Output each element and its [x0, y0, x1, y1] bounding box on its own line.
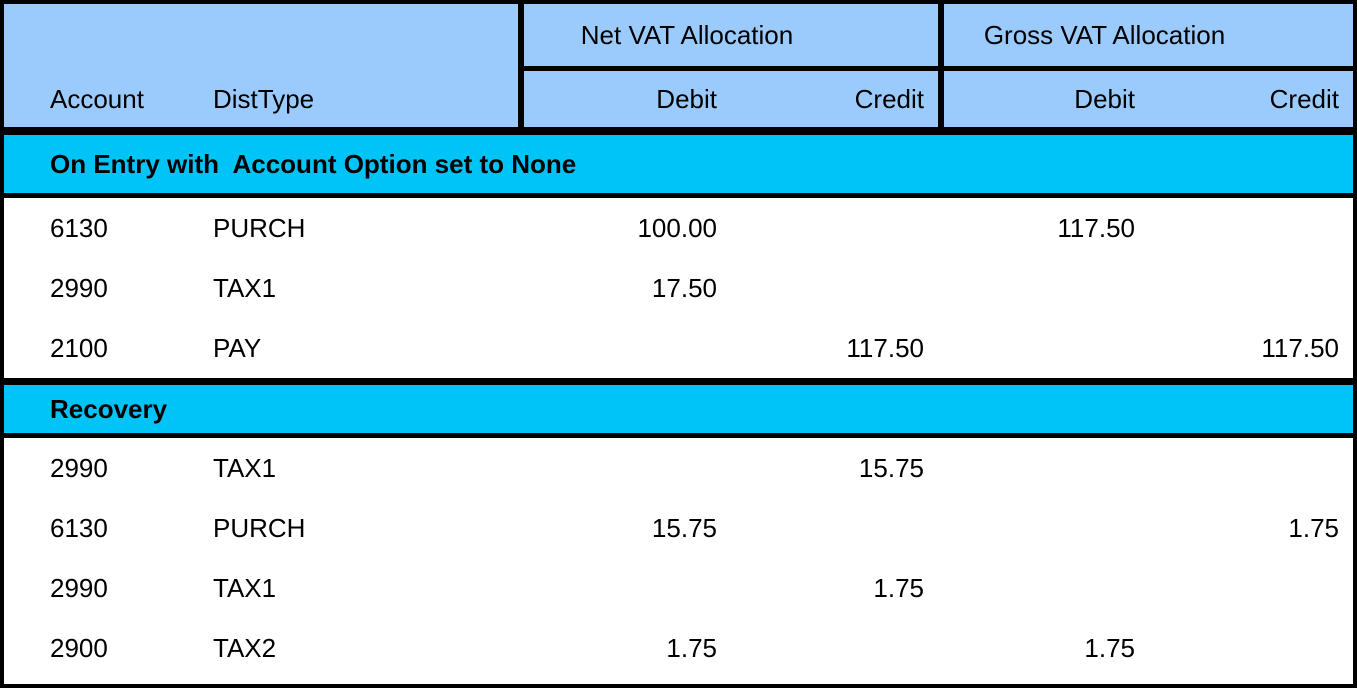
gross-debit-cell: 117.50 [1057, 212, 1135, 243]
net-group-underline [524, 66, 938, 71]
gross-credit-label: Credit [1269, 83, 1339, 114]
section-header-recovery: Recovery [4, 378, 1353, 438]
disttype-cell: TAX2 [213, 632, 277, 663]
table-row: 6130 PURCH 15.75 1.75 [4, 498, 1353, 558]
net-debit-cell: 17.50 [651, 272, 717, 303]
account-cell: 2990 [50, 272, 108, 303]
gross-vat-allocation-label: Gross VAT Allocation [983, 19, 1226, 50]
disttype-cell: PURCH [213, 512, 306, 543]
gross-debit-label: Debit [1074, 83, 1135, 114]
gross-debit-column-header: Debit [944, 71, 1149, 127]
table-header: Account DistType Net VAT Allocation Gros… [4, 4, 1353, 135]
net-credit-cell: 117.50 [846, 332, 924, 363]
account-column-header: Account [4, 71, 213, 127]
section-header-on-entry: On Entry with Account Option set to None [4, 135, 1353, 198]
gross-section-divider [938, 4, 944, 127]
net-debit-cell: 15.75 [651, 512, 717, 543]
table-row: 2900 TAX2 1.75 1.75 [4, 618, 1353, 678]
disttype-cell: TAX1 [213, 572, 277, 603]
net-credit-cell: 1.75 [873, 572, 924, 603]
account-cell: 2100 [50, 332, 108, 363]
net-credit-column-header: Credit [731, 71, 938, 127]
table-row: 2990 TAX1 17.50 [4, 258, 1353, 318]
table-row: 2990 TAX1 15.75 [4, 438, 1353, 498]
disttype-column-header: DistType [213, 71, 518, 127]
account-column-label: Account [50, 83, 144, 114]
gross-debit-cell: 1.75 [1084, 632, 1135, 663]
disttype-cell: PURCH [213, 212, 306, 243]
gross-credit-cell: 117.50 [1261, 332, 1339, 363]
net-credit-cell: 15.75 [858, 452, 924, 483]
disttype-cell: TAX1 [213, 452, 277, 483]
account-cell: 2900 [50, 632, 108, 663]
gross-credit-cell: 1.75 [1288, 512, 1339, 543]
account-cell: 6130 [50, 212, 108, 243]
gross-credit-column-header: Credit [1149, 71, 1353, 127]
net-credit-label: Credit [854, 83, 924, 114]
table-row: 2990 TAX1 1.75 [4, 558, 1353, 618]
gross-group-underline [944, 66, 1353, 71]
disttype-column-label: DistType [213, 83, 315, 114]
section-title: Recovery [50, 393, 168, 424]
gross-vat-allocation-group-header: Gross VAT Allocation [944, 4, 1353, 66]
net-debit-cell: 100.00 [637, 212, 717, 243]
disttype-cell: TAX1 [213, 272, 277, 303]
net-vat-allocation-group-header: Net VAT Allocation [524, 4, 938, 66]
net-debit-column-header: Debit [524, 71, 731, 127]
table-row: 2100 PAY 117.50 117.50 [4, 318, 1353, 378]
account-cell: 6130 [50, 512, 108, 543]
account-cell: 2990 [50, 572, 108, 603]
net-vat-allocation-label: Net VAT Allocation [580, 19, 794, 50]
net-section-divider [518, 4, 524, 127]
section-title: On Entry with Account Option set to None [50, 148, 577, 179]
disttype-cell: PAY [213, 332, 262, 363]
account-cell: 2990 [50, 452, 108, 483]
net-debit-label: Debit [656, 83, 717, 114]
table-row: 6130 PURCH 100.00 117.50 [4, 198, 1353, 258]
header-corner-cell: Account DistType [4, 4, 518, 127]
net-debit-cell: 1.75 [666, 632, 717, 663]
